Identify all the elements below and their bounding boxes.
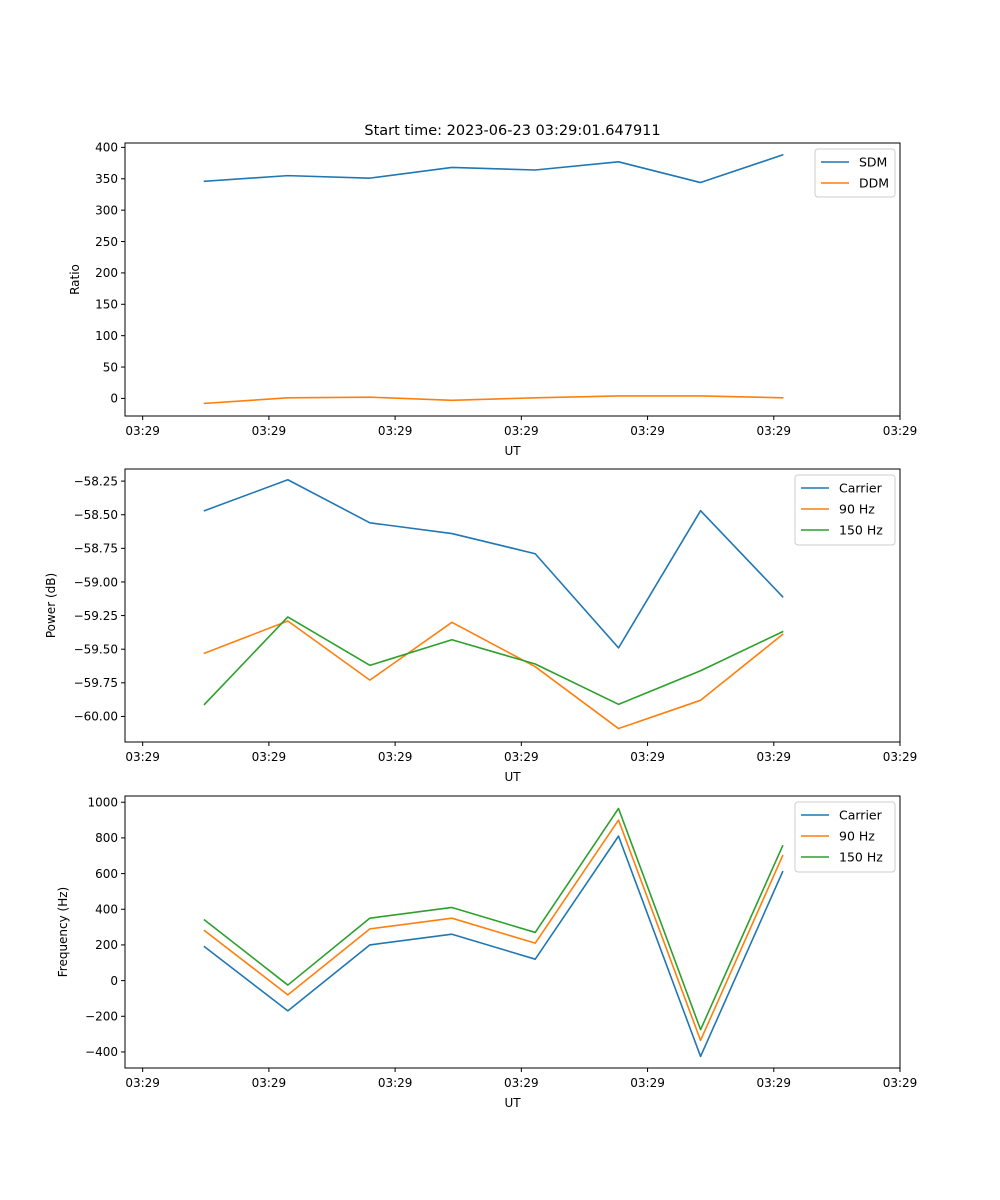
y-axis-label: Power (dB) — [44, 573, 58, 638]
series-line-90-hz — [203, 819, 784, 1042]
y-tick-label: −59.50 — [74, 643, 118, 657]
x-tick-label: 03:29 — [378, 424, 413, 438]
x-tick-label: 03:29 — [883, 1076, 918, 1090]
x-tick-label: 03:29 — [630, 750, 665, 764]
x-tick-label: 03:29 — [125, 750, 160, 764]
plot-area-frame — [124, 142, 901, 417]
legend-label: 90 Hz — [839, 502, 875, 517]
y-tick-label: 0 — [110, 392, 118, 406]
x-axis-label: UT — [504, 770, 521, 784]
x-tick-label: 03:29 — [883, 424, 918, 438]
y-tick-label: 400 — [95, 141, 118, 155]
legend-label: Carrier — [839, 808, 883, 823]
legend-label: SDM — [859, 155, 887, 170]
legend-box — [794, 801, 896, 873]
x-tick-label: 03:29 — [378, 1076, 413, 1090]
y-tick-label: 600 — [95, 867, 118, 881]
legend-box — [794, 474, 896, 546]
legend-label: 150 Hz — [839, 523, 883, 538]
series-line-90-hz — [203, 620, 784, 730]
series-line-150-hz — [203, 616, 784, 706]
x-tick-label: 03:29 — [504, 424, 539, 438]
y-tick-label: 100 — [95, 329, 118, 343]
x-tick-label: 03:29 — [504, 1076, 539, 1090]
legend: SDM DDM — [814, 148, 896, 198]
x-axis-label: UT — [504, 444, 521, 458]
chart-title: Start time: 2023-06-23 03:29:01.647911 — [364, 123, 660, 139]
y-tick-label: 300 — [95, 203, 118, 217]
legend-label: 90 Hz — [839, 829, 875, 844]
x-tick-label: 03:29 — [756, 424, 791, 438]
x-tick-label: 03:29 — [252, 1076, 287, 1090]
legend-label: DDM — [859, 176, 889, 191]
y-tick-label: −58.25 — [74, 474, 118, 488]
x-tick-label: 03:29 — [125, 1076, 160, 1090]
legend-label: 150 Hz — [839, 850, 883, 865]
y-tick-label: −58.75 — [74, 542, 118, 556]
plot-area-frame — [124, 795, 901, 1069]
y-tick-label: 200 — [95, 938, 118, 952]
series-line-carrier — [203, 478, 784, 649]
x-tick-label: 03:29 — [756, 1076, 791, 1090]
y-tick-label: 200 — [95, 266, 118, 280]
y-tick-label: 350 — [95, 172, 118, 186]
y-axis-label: Ratio — [68, 264, 82, 295]
x-tick-label: 03:29 — [630, 424, 665, 438]
y-tick-label: −60.00 — [74, 710, 118, 724]
x-tick-label: 03:29 — [252, 424, 287, 438]
y-tick-label: 250 — [95, 235, 118, 249]
series-line-150-hz — [203, 807, 784, 1031]
panel-2: 03:29 03:29 03:29 03:29 03:29 03:29 03:29 −60.0… — [44, 468, 918, 784]
y-tick-label: −59.75 — [74, 676, 118, 690]
panels: 03:29 03:29 03:29 03:29 03:29 03:29 03:29 0 50 10… — [44, 141, 917, 1110]
legend-label: Carrier — [839, 481, 883, 496]
panel-3: 03:29 03:29 03:29 03:29 03:29 03:29 03:29 −400 −… — [56, 795, 918, 1110]
y-tick-label: 1000 — [87, 796, 118, 810]
series-line-carrier — [203, 835, 784, 1058]
x-tick-label: 03:29 — [252, 750, 287, 764]
legend: Carrier 90 Hz 150 Hz — [794, 474, 896, 546]
x-axis-label: UT — [504, 1096, 521, 1110]
x-tick-label: 03:29 — [883, 750, 918, 764]
series-line-sdm — [203, 153, 784, 184]
y-tick-label: 0 — [110, 974, 118, 988]
x-tick-label: 03:29 — [504, 750, 539, 764]
plot-area-frame — [124, 468, 901, 743]
x-tick-label: 03:29 — [378, 750, 413, 764]
y-tick-label: −200 — [85, 1010, 118, 1024]
y-tick-label: −59.25 — [74, 609, 118, 623]
panel-1: 03:29 03:29 03:29 03:29 03:29 03:29 03:29 0 50 10… — [68, 141, 917, 458]
x-tick-label: 03:29 — [630, 1076, 665, 1090]
x-tick-label: 03:29 — [756, 750, 791, 764]
legend: Carrier 90 Hz 150 Hz — [794, 801, 896, 873]
y-tick-label: −59.00 — [74, 575, 118, 589]
x-tick-label: 03:29 — [125, 424, 160, 438]
legend-box — [814, 148, 896, 198]
y-axis-label: Frequency (Hz) — [56, 887, 70, 978]
y-tick-label: 800 — [95, 831, 118, 845]
y-tick-label: −400 — [85, 1045, 118, 1059]
y-tick-label: 50 — [103, 360, 118, 374]
y-tick-label: 150 — [95, 298, 118, 312]
y-tick-label: 400 — [95, 903, 118, 917]
series-line-ddm — [203, 395, 784, 405]
y-tick-label: −58.50 — [74, 508, 118, 522]
